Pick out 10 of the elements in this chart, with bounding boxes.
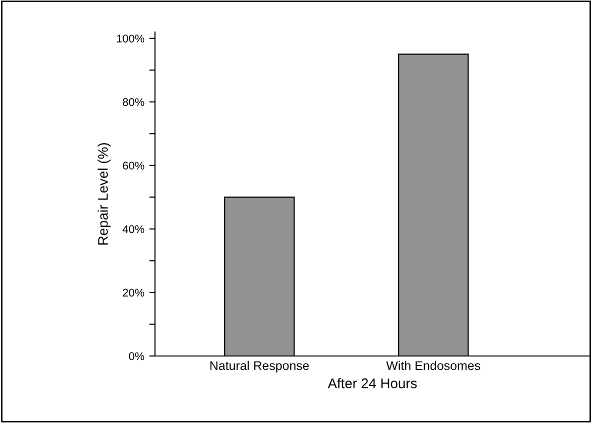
y-axis-title: Repair Level (%) bbox=[98, 143, 111, 245]
x-axis-title: After 24 Hours bbox=[328, 378, 417, 388]
y-tick-label: 0% bbox=[128, 352, 144, 360]
y-tick-label: 60% bbox=[122, 162, 144, 170]
y-tick-label: 40% bbox=[122, 225, 144, 234]
y-tick-label: 80% bbox=[122, 98, 144, 106]
y-tick-label: 20% bbox=[122, 288, 144, 297]
y-tick-label: 100% bbox=[117, 34, 144, 42]
x-tick-label: With Endosomes bbox=[386, 360, 480, 370]
x-tick-label: Natural Response bbox=[210, 360, 309, 373]
